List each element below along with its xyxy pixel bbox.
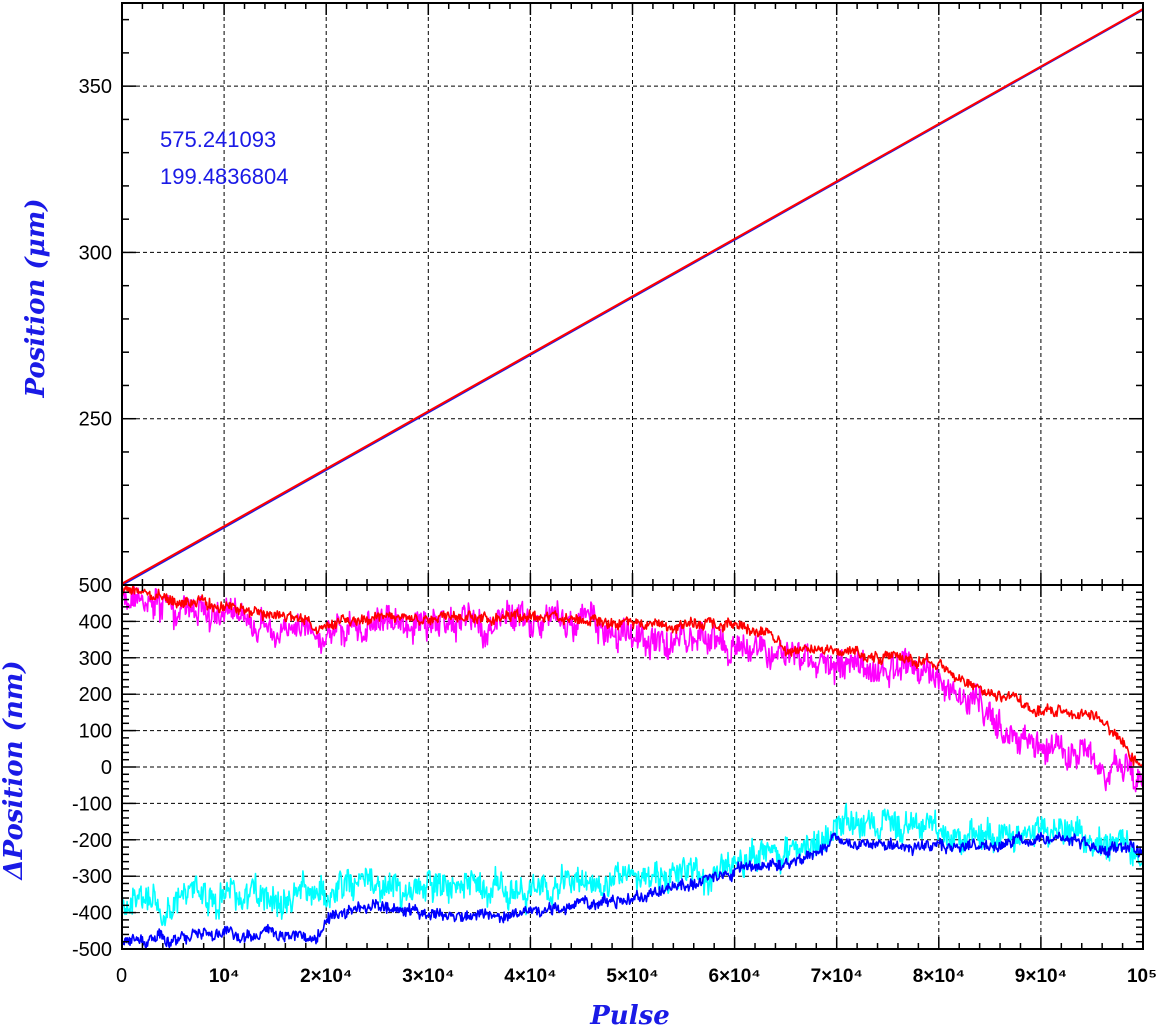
bottom-ytick-label-1: -400 xyxy=(72,903,112,925)
bottom-xtick-label-10: 10⁵ xyxy=(1127,966,1157,987)
bottom-ticks xyxy=(122,585,1143,949)
top-ytick-label-0: 250 xyxy=(79,409,112,431)
bottom-ytick-label-7: 200 xyxy=(79,684,112,706)
bottom-series-3 xyxy=(122,831,1143,949)
bottom-series-1 xyxy=(122,585,1143,771)
top-y-axis-title: Position (μm) xyxy=(21,198,51,398)
bottom-xtick-label-8: 8×10⁴ xyxy=(913,966,965,987)
top-panel: 250 300 350 575.241093 199.4836804 Positio… xyxy=(21,2,1144,586)
bottom-series-0 xyxy=(122,586,1143,793)
top-ytick-label-1: 300 xyxy=(79,242,112,264)
top-y-tick-labels: 250 300 350 xyxy=(79,76,112,431)
bottom-y-axis-title: ΔPosition (nm) xyxy=(0,660,29,881)
bottom-grid xyxy=(122,585,1143,949)
bottom-ytick-label-10: 500 xyxy=(79,575,112,597)
bottom-xtick-label-3: 3×10⁴ xyxy=(402,966,454,987)
bottom-series xyxy=(122,585,1143,949)
annotation-line-1: 575.241093 xyxy=(160,127,276,152)
bottom-xtick-label-1: 10⁴ xyxy=(209,966,240,987)
bottom-ytick-label-5: 0 xyxy=(101,757,112,779)
bottom-panel: -500 -400 -300 -200 -100 0 100 200 300 400 500 0 10… xyxy=(0,575,1157,1027)
bottom-x-tick-labels: 0 10⁴ 2×10⁴ 3×10⁴ 4×10⁴ 5×10⁴ 6×10⁴ 7×10⁴ 8×10⁴ 9… xyxy=(116,965,1157,987)
bottom-xtick-label-9: 9×10⁴ xyxy=(1015,966,1067,987)
top-grid xyxy=(122,3,1143,585)
bottom-ytick-label-4: -100 xyxy=(72,793,112,815)
bottom-ytick-label-6: 100 xyxy=(79,721,112,743)
bottom-ytick-label-3: -200 xyxy=(72,830,112,852)
bottom-xtick-label-5: 5×10⁴ xyxy=(606,966,658,987)
bottom-xtick-label-7: 7×10⁴ xyxy=(811,966,863,987)
bottom-ytick-label-2: -300 xyxy=(72,866,112,888)
top-series xyxy=(122,8,1143,585)
x-axis-title: Pulse xyxy=(589,1001,670,1027)
annotation-line-2: 199.4836804 xyxy=(160,164,288,189)
bottom-y-tick-labels: -500 -400 -300 -200 -100 0 100 200 300 400 500 xyxy=(72,575,112,961)
bottom-xtick-label-6: 6×10⁴ xyxy=(708,966,760,987)
bottom-xtick-label-4: 4×10⁴ xyxy=(504,966,556,987)
top-ticks xyxy=(122,3,1143,585)
top-series-1 xyxy=(122,8,1143,585)
bottom-ytick-label-8: 300 xyxy=(79,648,112,670)
bottom-ytick-label-9: 400 xyxy=(79,611,112,633)
bottom-ytick-label-0: -500 xyxy=(72,939,112,961)
bottom-xtick-label-2: 2×10⁴ xyxy=(300,966,352,987)
bottom-series-2 xyxy=(122,802,1143,927)
top-ytick-label-2: 350 xyxy=(79,76,112,98)
bottom-xtick-label-0: 0 xyxy=(116,965,127,987)
